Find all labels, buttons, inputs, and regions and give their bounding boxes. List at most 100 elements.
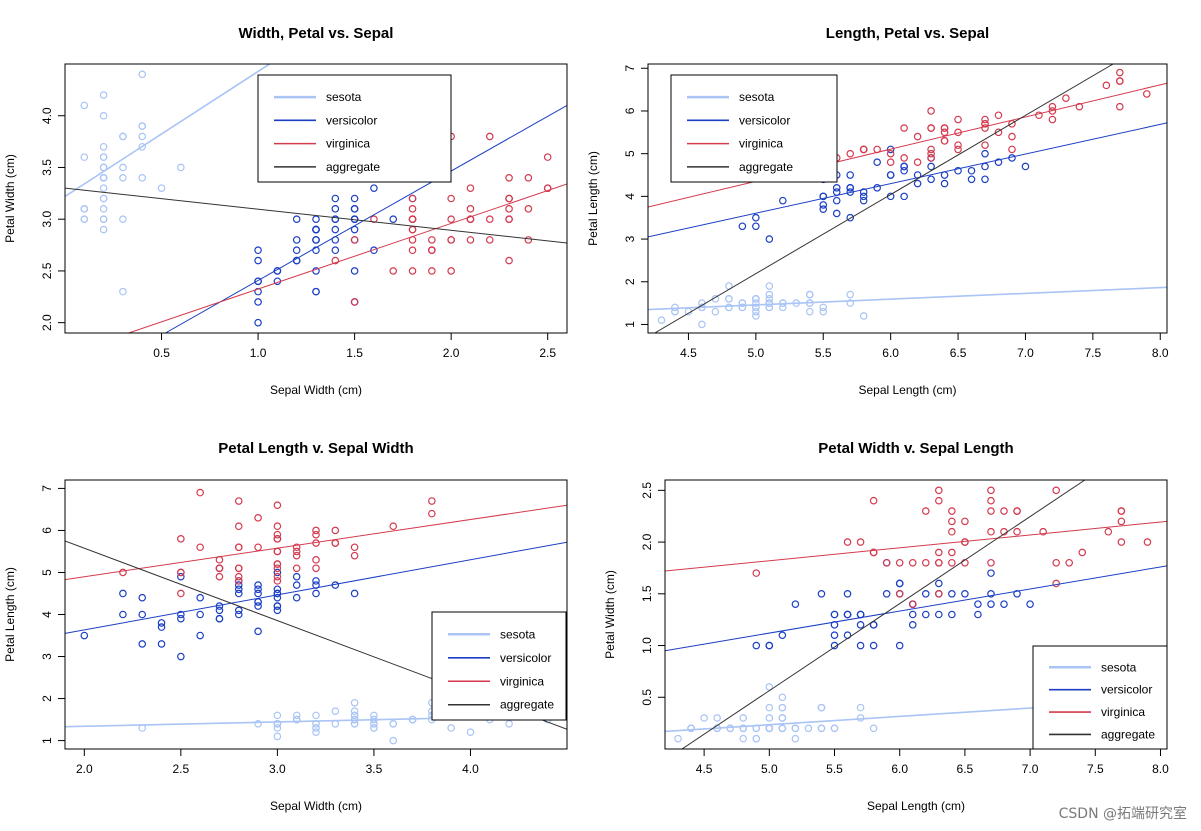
legend-box — [257, 74, 452, 183]
data-point-virginica — [752, 569, 761, 577]
data-point-virginica — [921, 507, 930, 515]
data-point-sesota — [389, 736, 398, 745]
data-point-virginica — [273, 522, 282, 531]
data-point-versicolor — [254, 318, 262, 327]
data-point-sesota — [370, 711, 378, 720]
data-point-versicolor — [738, 222, 747, 231]
data-point-versicolor — [913, 179, 922, 188]
y-tick-label: 2.5 — [640, 482, 654, 499]
x-tick-label: 0.5 — [153, 346, 170, 360]
data-point-versicolor — [292, 593, 301, 602]
data-point-sesota — [856, 703, 865, 712]
data-point-versicolor — [859, 192, 868, 201]
data-point-sesota — [389, 719, 398, 728]
data-point-sesota — [752, 299, 760, 307]
chart-title: Length, Petal vs. Sepal — [826, 25, 989, 42]
data-point-virginica — [1008, 145, 1016, 154]
data-point-versicolor — [1013, 590, 1021, 598]
data-point-versicolor — [900, 162, 908, 171]
y-tick-label: 5 — [623, 150, 637, 157]
data-point-sesota — [273, 719, 282, 728]
chart-title: Petal Width v. Sepal Length — [818, 440, 1013, 457]
data-point-sesota — [671, 303, 679, 312]
data-point-versicolor — [856, 621, 865, 629]
data-point-sesota — [804, 724, 813, 733]
data-point-virginica — [485, 215, 494, 223]
data-point-versicolor — [254, 585, 262, 594]
data-point-versicolor — [908, 610, 917, 619]
y-tick-label: 1.0 — [640, 637, 654, 654]
data-point-versicolor — [292, 572, 301, 581]
data-point-versicolor — [765, 641, 774, 650]
data-point-sesota — [674, 734, 682, 743]
data-point-versicolor — [312, 215, 320, 223]
data-point-versicolor — [873, 184, 881, 192]
fit-line-virginica — [665, 520, 1167, 572]
data-point-sesota — [99, 142, 108, 151]
data-point-virginica — [292, 547, 301, 556]
data-point-versicolor — [389, 215, 398, 223]
chart-title: Petal Length v. Sepal Width — [218, 440, 413, 457]
data-point-versicolor — [819, 201, 828, 209]
data-point-sesota — [99, 194, 108, 203]
y-axis-label: Petal Length (cm) — [586, 151, 600, 246]
legend-label-virginica: virginica — [1101, 705, 1145, 719]
data-point-virginica — [447, 215, 455, 223]
data-point-virginica — [913, 158, 922, 167]
data-point-virginica — [935, 486, 943, 495]
data-point-versicolor — [752, 641, 761, 650]
data-point-virginica — [1062, 94, 1070, 102]
data-point-sesota — [138, 122, 147, 130]
legend-box — [670, 74, 838, 183]
data-point-sesota — [778, 693, 787, 702]
data-point-versicolor — [856, 610, 865, 619]
data-point-sesota — [99, 225, 108, 234]
data-point-sesota — [273, 724, 282, 732]
data-point-versicolor — [886, 171, 895, 179]
data-point-sesota — [765, 295, 774, 303]
data-point-versicolor — [254, 256, 262, 265]
data-point-sesota — [817, 724, 826, 733]
plot-area — [65, 64, 567, 333]
data-point-virginica — [1000, 507, 1008, 515]
x-tick-label: 4.5 — [680, 346, 697, 360]
data-point-versicolor — [859, 196, 868, 205]
x-tick-label: 5.5 — [815, 346, 832, 360]
data-point-versicolor — [196, 593, 204, 602]
data-point-virginica — [234, 497, 243, 505]
data-point-virginica — [466, 184, 475, 192]
data-point-sesota — [765, 290, 774, 299]
data-point-sesota — [752, 295, 760, 303]
fit-line-virginica — [65, 504, 567, 581]
data-point-virginica — [408, 205, 417, 213]
data-point-virginica — [886, 149, 895, 158]
data-point-virginica — [935, 496, 943, 505]
data-point-virginica — [908, 600, 917, 608]
data-point-virginica — [466, 236, 475, 244]
data-point-sesota — [752, 312, 760, 320]
data-point-versicolor — [927, 162, 935, 171]
x-tick-label: 1.0 — [250, 346, 267, 360]
data-point-virginica — [273, 501, 282, 510]
data-point-virginica — [273, 572, 282, 581]
data-point-virginica — [543, 153, 552, 161]
data-point-sesota — [138, 132, 147, 141]
data-point-sesota — [80, 205, 89, 213]
data-point-virginica — [859, 145, 868, 154]
data-point-virginica — [1117, 517, 1126, 526]
data-point-sesota — [99, 205, 108, 213]
data-point-versicolor — [900, 166, 908, 175]
data-point-versicolor — [312, 236, 320, 244]
data-point-sesota — [466, 728, 475, 736]
data-point-versicolor — [974, 600, 982, 608]
data-point-virginica — [927, 124, 935, 132]
data-point-sesota — [739, 724, 748, 733]
data-point-sesota — [350, 698, 359, 707]
data-point-versicolor — [895, 579, 904, 588]
data-point-sesota — [292, 711, 301, 720]
data-point-versicolor — [312, 246, 320, 255]
data-point-virginica — [177, 589, 185, 598]
data-point-versicolor — [830, 610, 839, 619]
data-point-sesota — [138, 174, 147, 182]
data-point-versicolor — [869, 641, 878, 650]
